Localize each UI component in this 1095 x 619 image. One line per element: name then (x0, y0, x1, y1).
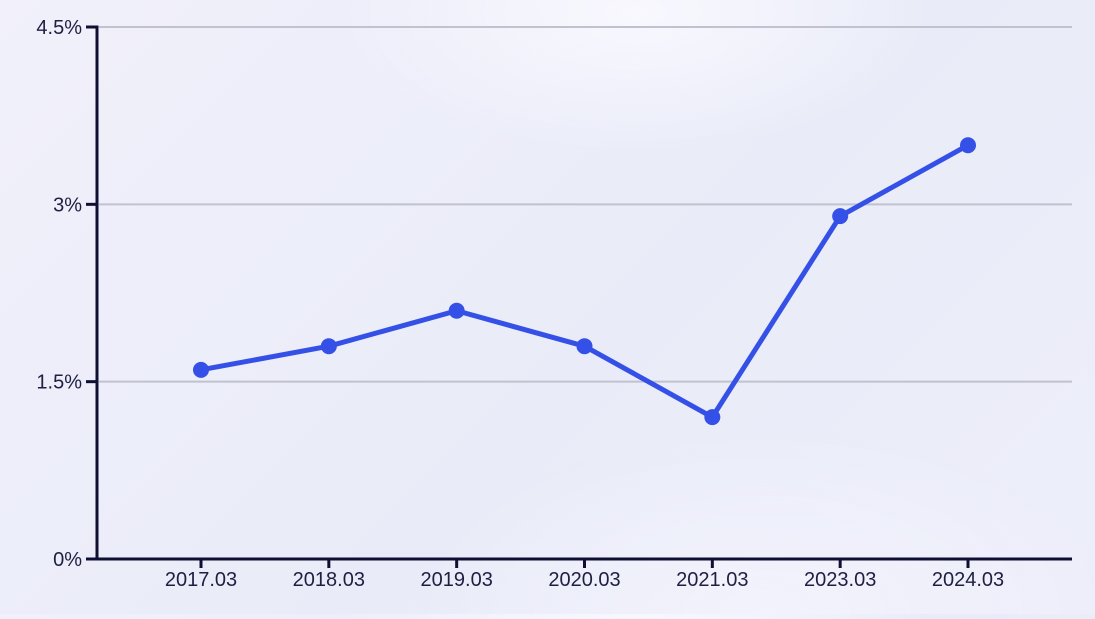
x-tick-label: 2019.03 (421, 569, 493, 591)
y-tick-label: 4.5% (36, 17, 82, 39)
x-tick-label: 2024.03 (932, 569, 1004, 591)
data-line (198, 142, 971, 420)
x-tick-label: 2020.03 (548, 569, 620, 591)
data-point (320, 338, 337, 355)
x-tick-label: 2017.03 (165, 569, 237, 591)
y-tick-label: 1.5% (36, 372, 82, 394)
x-tick-label: 2018.03 (293, 569, 365, 591)
data-point (832, 208, 849, 225)
data-point (576, 338, 593, 355)
data-point (448, 302, 465, 319)
data-point (960, 137, 976, 154)
data-point (193, 361, 209, 378)
y-tick-label: 0% (53, 549, 82, 571)
y-tick-label: 3% (53, 194, 82, 216)
data-point (704, 409, 721, 426)
x-tick-label: 2021.03 (676, 569, 748, 591)
x-tick-label: 2023.03 (804, 569, 876, 591)
